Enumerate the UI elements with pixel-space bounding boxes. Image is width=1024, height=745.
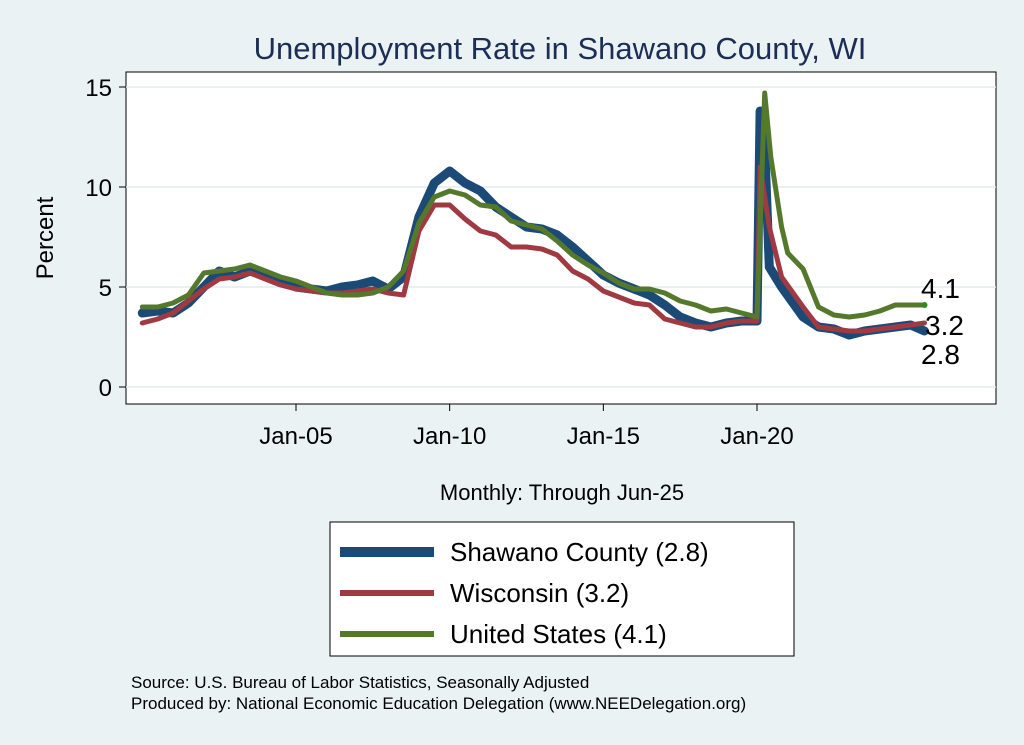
- legend-label-wisconsin: Wisconsin (3.2): [450, 578, 629, 608]
- legend-label-us: United States (4.1): [450, 619, 667, 649]
- series-lines: [137, 90, 929, 340]
- x-axis-ticks: Jan-05 Jan-10 Jan-15 Jan-20: [259, 404, 794, 450]
- x-tick-label: Jan-05: [259, 423, 332, 450]
- x-tick-label: Jan-10: [413, 423, 486, 450]
- legend: Shawano County (2.8) Wisconsin (3.2) Uni…: [329, 521, 795, 657]
- chart-title: Unemployment Rate in Shawano County, WI: [254, 31, 867, 66]
- series-line-wisconsin: [139, 164, 927, 334]
- x-tick-label: Jan-20: [720, 423, 793, 450]
- source-note: Source: U.S. Bureau of Labor Statistics,…: [131, 673, 589, 692]
- produced-by-note: Produced by: National Economic Education…: [131, 694, 746, 713]
- end-label-us: 4.1: [921, 273, 960, 304]
- y-tick-label: 0: [99, 375, 112, 402]
- us-endpoint-marker: [921, 302, 928, 308]
- y-tick-label: 15: [85, 75, 112, 102]
- end-label-shawano: 2.8: [921, 339, 960, 370]
- legend-label-shawano: Shawano County (2.8): [450, 537, 709, 567]
- y-axis-title: Percent: [32, 196, 59, 279]
- x-axis-caption: Monthly: Through Jun-25: [440, 480, 684, 505]
- y-axis-ticks: 0 5 10 15: [85, 75, 126, 402]
- y-tick-label: 10: [85, 175, 112, 202]
- series-line-us: [139, 90, 927, 320]
- y-tick-label: 5: [99, 275, 112, 302]
- end-label-wisconsin: 3.2: [925, 310, 964, 341]
- x-tick-label: Jan-15: [567, 423, 640, 450]
- gridlines: [126, 86, 996, 388]
